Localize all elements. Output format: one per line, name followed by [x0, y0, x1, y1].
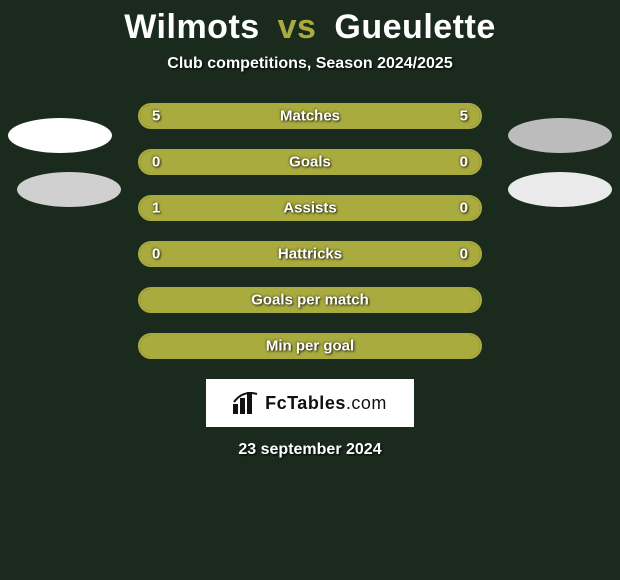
stat-rows: 5 5 Matches 0 0 Goals 1 0 Assists 0 0 Hattricks Goal…: [138, 103, 482, 359]
stat-row: 0 0 Hattricks: [138, 241, 482, 267]
stat-right-fill: [402, 197, 480, 219]
stat-row: Min per goal: [138, 333, 482, 359]
player1-avatar-top: [8, 118, 112, 153]
logo-brand: FcTables: [265, 393, 346, 413]
player1-avatar-bottom: [17, 172, 121, 207]
vs-separator: vs: [278, 8, 317, 46]
logo: FcTables.com: [233, 392, 387, 414]
stat-label: Goals: [289, 154, 331, 171]
stat-label: Matches: [280, 108, 340, 125]
stat-left-value: 5: [152, 108, 160, 125]
stat-left-value: 0: [152, 246, 160, 263]
player2-avatar-top: [508, 118, 612, 153]
stat-left-value: 1: [152, 200, 160, 217]
stat-right-value: 0: [460, 200, 468, 217]
stat-label: Assists: [283, 200, 336, 217]
stat-left-value: 0: [152, 154, 160, 171]
stat-label: Goals per match: [251, 292, 369, 309]
player1-name: Wilmots: [124, 8, 259, 46]
logo-text: FcTables.com: [265, 393, 387, 414]
stat-row: 1 0 Assists: [138, 195, 482, 221]
stat-right-value: 5: [460, 108, 468, 125]
stat-left-fill: [140, 197, 402, 219]
subtitle: Club competitions, Season 2024/2025: [0, 55, 620, 73]
player2-name: Gueulette: [334, 8, 495, 46]
logo-bars-icon: [233, 392, 259, 414]
stat-label: Hattricks: [278, 246, 342, 263]
stat-row: 5 5 Matches: [138, 103, 482, 129]
stat-right-value: 0: [460, 246, 468, 263]
player2-avatar-bottom: [508, 172, 612, 207]
comparison-title: Wilmots vs Gueulette: [0, 0, 620, 47]
date-text: 23 september 2024: [0, 441, 620, 459]
stat-row: 0 0 Goals: [138, 149, 482, 175]
stat-label: Min per goal: [266, 338, 354, 355]
stat-right-value: 0: [460, 154, 468, 171]
logo-suffix: .com: [346, 393, 387, 413]
stat-row: Goals per match: [138, 287, 482, 313]
logo-box: FcTables.com: [206, 379, 414, 427]
